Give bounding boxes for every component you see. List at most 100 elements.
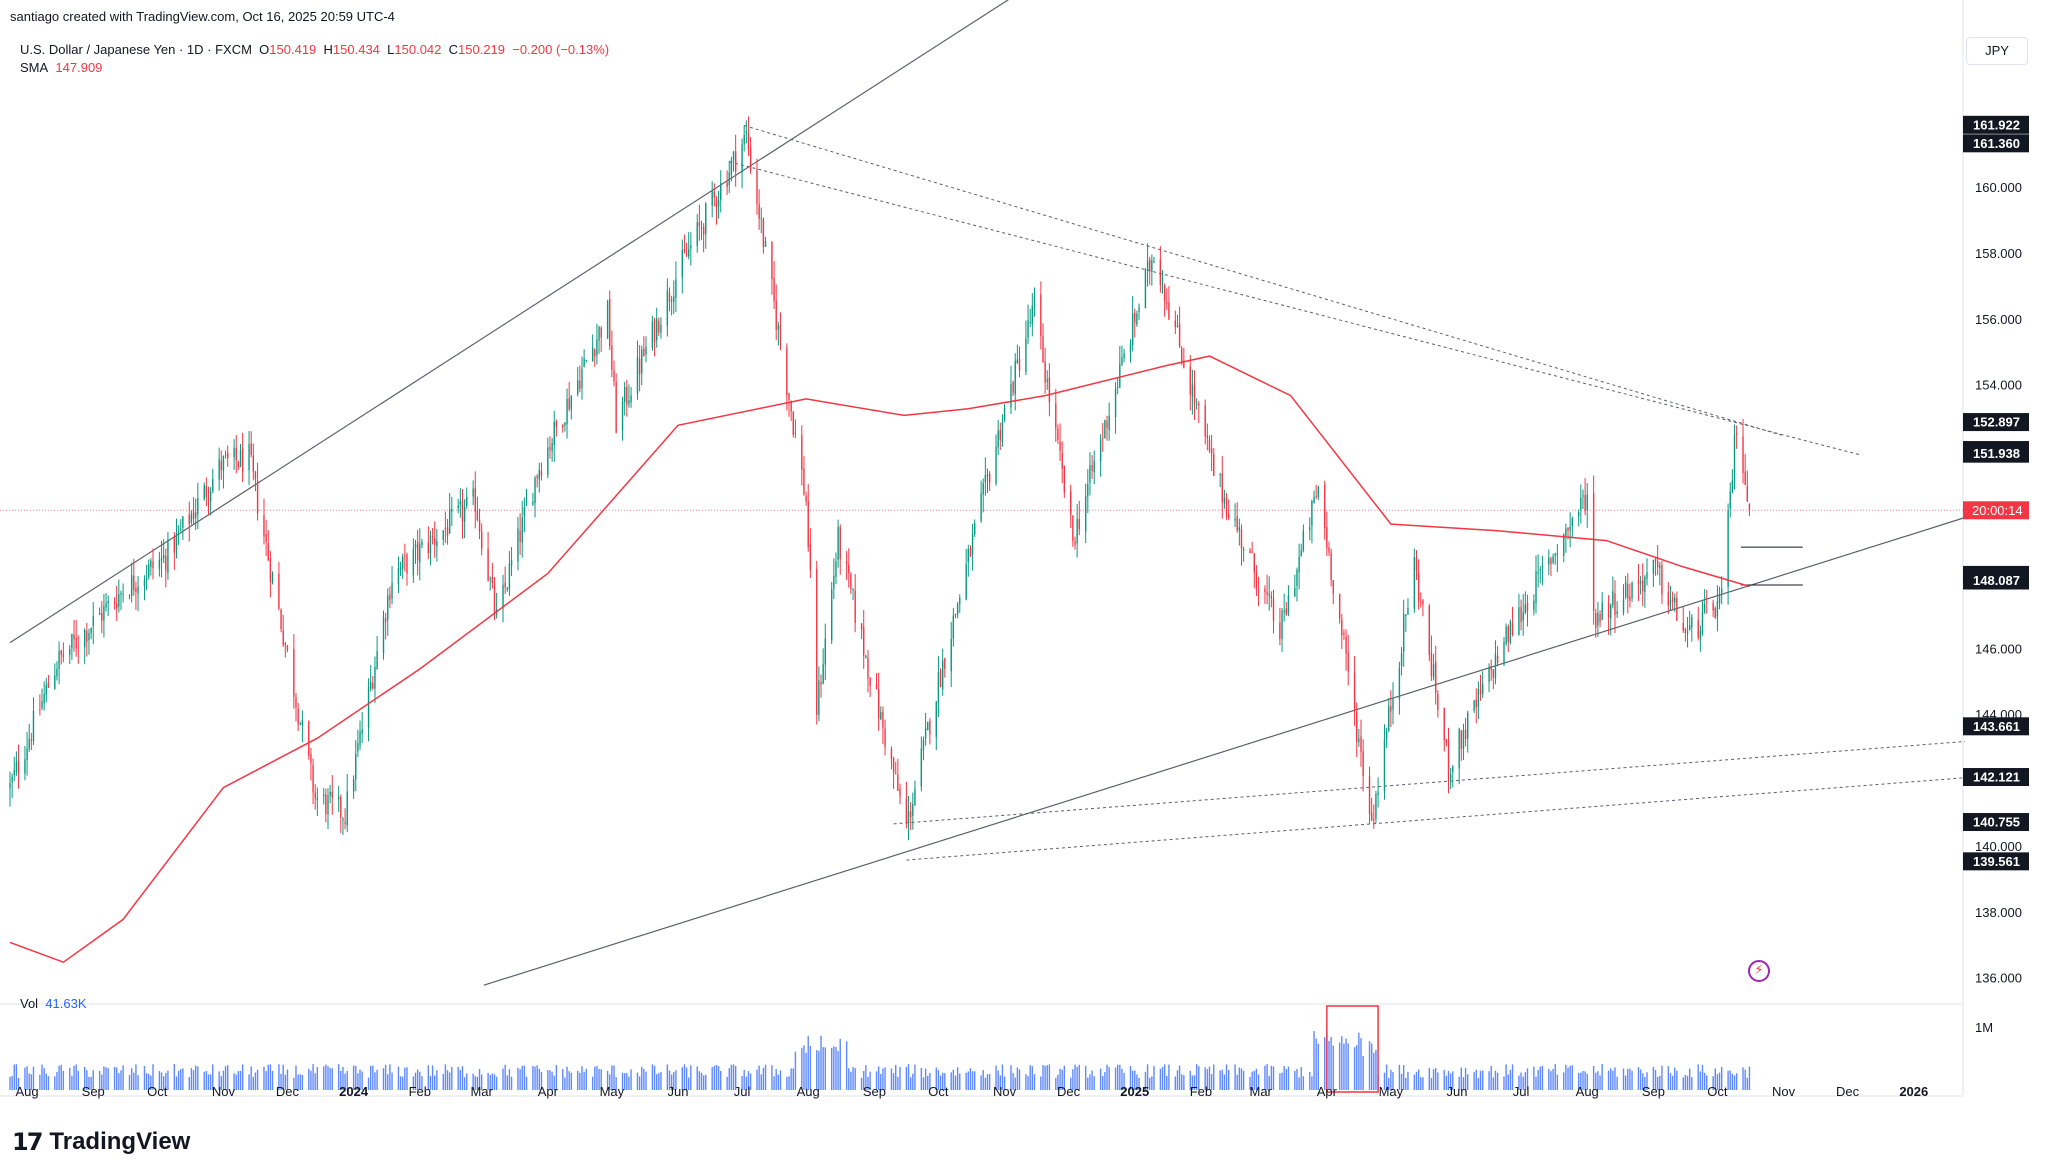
volume-bar <box>1507 1074 1509 1090</box>
volume-bar <box>645 1071 647 1090</box>
volume-bar <box>1477 1077 1480 1090</box>
volume-bar <box>1703 1072 1706 1090</box>
volume-bar <box>1358 1032 1360 1090</box>
volume-bar <box>416 1069 419 1090</box>
candle-body <box>1012 382 1014 393</box>
volume-bar <box>165 1072 167 1090</box>
candle-body <box>643 348 645 357</box>
volume-bar <box>1134 1070 1136 1090</box>
candle-body <box>203 485 205 500</box>
candle-body <box>491 577 494 583</box>
price-tag-box <box>1963 571 2029 590</box>
candle-body <box>1552 556 1554 563</box>
volume-bar <box>1526 1068 1529 1090</box>
lightning-icon[interactable]: ⚡ <box>1748 960 1770 982</box>
candle-body <box>685 253 688 256</box>
candle-body <box>28 738 30 749</box>
candle-body <box>256 480 259 514</box>
candle-body <box>937 672 940 703</box>
candle-body <box>1227 514 1230 519</box>
candle-body <box>1586 494 1588 511</box>
candle-body <box>414 543 417 549</box>
candle-body <box>895 773 897 775</box>
volume-bar <box>145 1073 148 1090</box>
volume-bar <box>466 1073 468 1090</box>
volume-bar <box>1644 1076 1646 1090</box>
volume-bar <box>116 1067 118 1090</box>
volume-legend[interactable]: Vol 41.63K <box>20 996 87 1011</box>
volume-bar <box>1742 1067 1744 1090</box>
candle-body <box>1452 766 1454 773</box>
volume-bar <box>1492 1077 1495 1090</box>
volume-bar <box>1163 1064 1166 1090</box>
volume-bar <box>1040 1076 1042 1090</box>
volume-bar <box>683 1064 686 1090</box>
volume-bar <box>1070 1077 1072 1090</box>
candle-body <box>167 539 169 573</box>
price-tag-label: 140.755 <box>1973 815 2020 830</box>
price-tick-label: 158.000 <box>1975 246 2022 261</box>
candle-body <box>1360 736 1362 753</box>
candle-body <box>1639 581 1642 584</box>
candle-body <box>892 758 895 773</box>
volume-bar <box>1063 1065 1066 1090</box>
change-value: −0.200 (−0.13%) <box>512 42 610 57</box>
candle-body <box>1358 738 1360 742</box>
volume-bar <box>1106 1064 1108 1090</box>
candle-body <box>1599 614 1601 623</box>
volume-bar <box>1341 1036 1343 1090</box>
volume-bar <box>1733 1075 1736 1090</box>
volume-bar <box>1614 1067 1616 1090</box>
volume-bar <box>892 1073 895 1090</box>
candle-body <box>434 538 436 545</box>
volume-bar <box>715 1064 718 1090</box>
candle-body <box>1193 383 1196 403</box>
currency-button[interactable]: JPY <box>1966 37 2028 65</box>
volume-bar <box>286 1069 289 1090</box>
volume-bar <box>907 1064 910 1090</box>
candle-body <box>337 796 340 800</box>
volume-bar <box>1078 1064 1080 1090</box>
candle-body <box>773 277 775 302</box>
candle-body <box>1505 626 1507 644</box>
symbol-title[interactable]: U.S. Dollar / Japanese Yen · 1D · FXCM <box>20 42 252 57</box>
candle-body <box>361 729 363 734</box>
candle-body <box>1234 518 1236 521</box>
candle-body <box>286 645 289 650</box>
candle-body <box>355 753 357 780</box>
candle-body <box>1488 666 1490 683</box>
candle-body <box>1445 739 1448 743</box>
candle-body <box>613 370 615 382</box>
volume-bar <box>128 1074 131 1090</box>
candle-body <box>113 601 116 604</box>
volume-bar <box>1688 1068 1691 1090</box>
volume-bar <box>547 1070 549 1090</box>
candle-body <box>1699 630 1702 640</box>
volume-bar <box>448 1072 451 1090</box>
price-tag-label: 151.938 <box>1973 446 2020 461</box>
candle-body <box>1550 558 1552 565</box>
volume-bar <box>1637 1067 1640 1090</box>
candle-body <box>952 615 955 639</box>
candle-body <box>235 447 237 461</box>
volume-bar <box>250 1066 252 1090</box>
candle-body <box>466 496 468 506</box>
volume-bar <box>107 1068 109 1090</box>
volume-bar <box>92 1070 94 1090</box>
price-tick-label: 136.000 <box>1975 971 2022 986</box>
volume-bar <box>875 1071 878 1090</box>
volume-bar <box>924 1068 927 1090</box>
candle-body <box>564 422 566 426</box>
candle-body <box>1089 464 1091 483</box>
volume-bar <box>1667 1066 1670 1090</box>
candle-body <box>717 200 720 207</box>
candle-body <box>807 501 809 547</box>
candle-body <box>1597 612 1599 626</box>
volume-bar <box>1748 1066 1751 1090</box>
volume-bar <box>495 1076 498 1090</box>
candle-body <box>267 543 269 561</box>
candle-body <box>416 541 419 560</box>
sma-legend[interactable]: SMA 147.909 <box>20 60 102 75</box>
volume-bar <box>1473 1072 1475 1090</box>
